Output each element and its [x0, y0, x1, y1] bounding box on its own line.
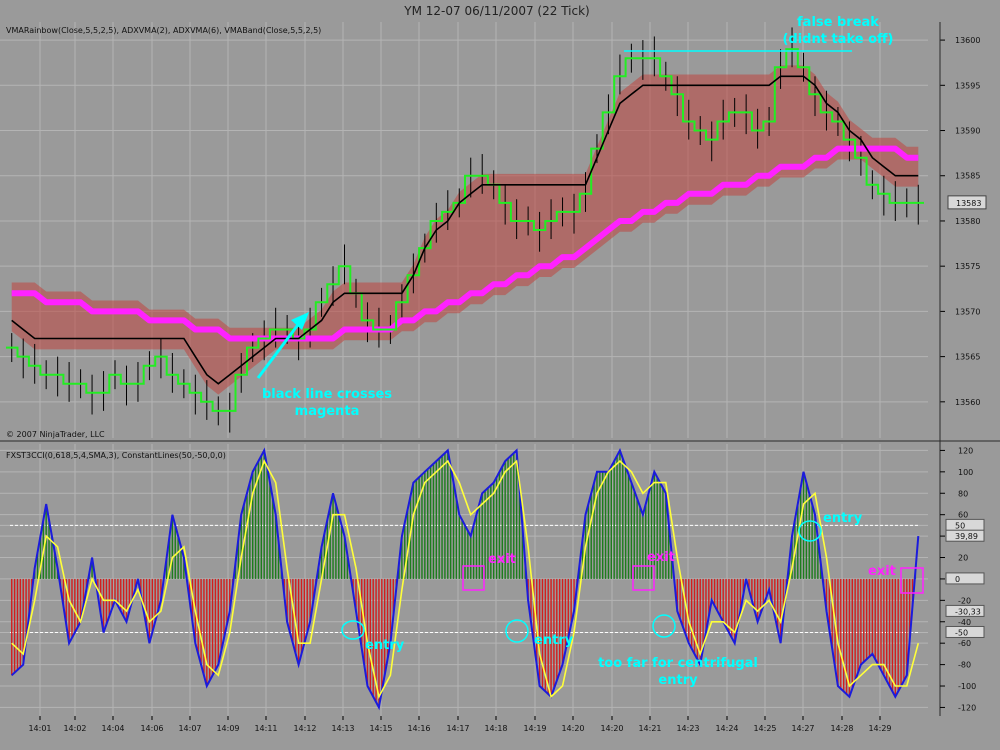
price-axis-label: 13575: [955, 262, 980, 271]
exit-box-1: [462, 565, 485, 591]
exit-label-1: exit: [488, 552, 516, 567]
current-price-tag-box: [947, 195, 987, 210]
entry-circle-4: [798, 520, 822, 542]
exit-box-2: [632, 565, 655, 591]
price-lines: [6, 48, 924, 412]
cci-value-tag: -30,33: [955, 607, 981, 616]
time-axis-label: 14:23: [676, 724, 699, 733]
price-indicator-label: VMARainbow(Close,5,5,2,5), ADXVMA(2), AD…: [6, 26, 321, 35]
cci-axis-label: -120: [958, 703, 976, 712]
exit-label-2: exit: [647, 550, 675, 565]
cci-axis-label: -80: [958, 661, 971, 670]
price-axis-label: 13590: [955, 127, 980, 136]
false-break-label: false break: [797, 15, 879, 30]
time-axis-label: 14:20: [600, 724, 623, 733]
entry-markers: entry entry entry too far for centrifuga…: [341, 511, 863, 688]
time-axis-label: 14:29: [868, 724, 891, 733]
time-axis-label: 14:15: [369, 724, 392, 733]
cross-sublabel: magenta: [295, 404, 360, 419]
cci-axis-label: -60: [958, 639, 971, 648]
cci-axis-label: 20: [958, 554, 968, 563]
time-axis-label: 14:27: [791, 724, 814, 733]
false-break-sublabel: (didnt take off): [782, 32, 893, 47]
centrifugal-sublabel: entry: [658, 673, 698, 688]
time-axis-label: 14:28: [830, 724, 853, 733]
current-price-tag: 13583: [956, 199, 981, 208]
cci-axis-label: 100: [958, 468, 973, 477]
signal-yellow-line: [11, 459, 920, 700]
price-axis-label: 13560: [955, 398, 980, 407]
cci-value-tag: 0: [955, 575, 960, 584]
time-x-axis: 14:01 14:02 14:04 14:06 14:07 14:09 14:11 14:12…: [28, 716, 892, 733]
exit-label-3: exit: [868, 564, 896, 579]
price-axis-label: 13600: [955, 36, 980, 45]
price-axis-label: 13570: [955, 307, 980, 316]
price-y-axis: 13560 13565 13570 13575 13580 13585 13590 13595…: [940, 36, 987, 407]
chart-title: YM 12-07 06/11/2007 (22 Tick): [403, 4, 589, 18]
cci-axis-label: -40: [958, 618, 971, 627]
cci-axis-label: 60: [958, 511, 968, 520]
cci-value-tag-box: [945, 625, 985, 638]
cci-value-tag-box: [945, 604, 985, 617]
cci-blue-line: [11, 447, 920, 711]
price-axis-label: 13595: [955, 81, 980, 90]
entry-circle-2: [505, 619, 529, 643]
cci-value-tag-box: [945, 572, 985, 585]
time-axis-label: 14:20: [561, 724, 584, 733]
cross-arrow-shaft: [256, 321, 302, 379]
cci-lines: [11, 447, 920, 711]
time-axis-label: 14:01: [28, 724, 51, 733]
time-axis-label: 14:04: [101, 724, 124, 733]
cci-axis-label: -20: [958, 596, 971, 605]
cci-value-tag: 39,89: [955, 532, 978, 541]
cci-value-tag: 50: [955, 521, 965, 530]
time-axis-label: 14:19: [523, 724, 546, 733]
cci-value-tag: -50: [955, 628, 968, 637]
copyright-text: © 2007 NinjaTrader, LLC: [6, 430, 105, 439]
cci-indicator-label: FXST3CCI(0,618,5,4,SMA,3), ConstantLines…: [6, 451, 226, 460]
time-axis-label: 14:06: [140, 724, 163, 733]
adxvma-slow-black-line: [11, 75, 919, 385]
time-axis-label: 14:16: [407, 724, 430, 733]
vma-rainbow-band: [11, 65, 919, 395]
cci-axis-label: 80: [958, 489, 968, 498]
cross-label: black line crosses: [262, 387, 392, 402]
cross-arrow-head: [291, 312, 309, 330]
time-axis-label: 14:21: [638, 724, 661, 733]
entry-label-1: entry: [365, 638, 405, 653]
entry-circle-3: [652, 614, 676, 638]
time-axis-label: 14:13: [331, 724, 354, 733]
cci-y-axis: 120100806040200-20-40-60-80-100-1205039,…: [940, 446, 985, 712]
time-axis-label: 14:17: [446, 724, 469, 733]
exit-box-3: [900, 567, 924, 594]
price-axis-label: 13580: [955, 217, 980, 226]
adxvma-fast-green-line: [6, 48, 924, 412]
time-axis-label: 14:09: [216, 724, 239, 733]
entry-label-4: entry: [823, 511, 863, 526]
time-axis-label: 14:18: [484, 724, 507, 733]
cci-axis-label: 120: [958, 446, 973, 455]
time-axis-label: 14:24: [715, 724, 738, 733]
time-axis-label: 14:02: [63, 724, 86, 733]
time-axis-label: 14:25: [753, 724, 776, 733]
entry-circle-1: [341, 620, 365, 640]
cci-axis-label: -100: [958, 682, 976, 691]
time-axis-label: 14:11: [254, 724, 277, 733]
exit-markers: exit exit exit: [462, 550, 924, 594]
vma-band-magenta-line: [11, 145, 919, 342]
price-axis-label: 13565: [955, 353, 980, 362]
band-area: [11, 65, 919, 395]
entry-label-2: entry: [534, 633, 574, 648]
time-axis-label: 14:12: [293, 724, 316, 733]
centrifugal-label: too far for centrifugal: [598, 656, 758, 671]
time-axis-label: 14:07: [178, 724, 201, 733]
cci-value-tag-box: [945, 529, 985, 542]
price-axis-label: 13585: [955, 172, 980, 181]
